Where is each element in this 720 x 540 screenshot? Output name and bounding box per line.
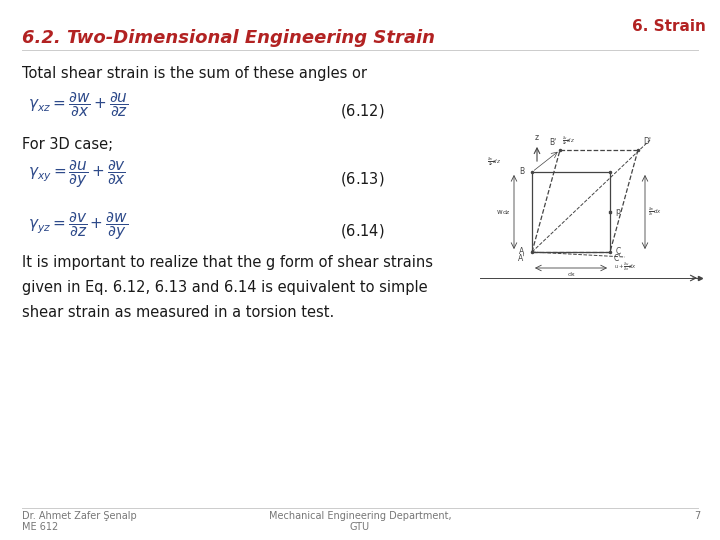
Text: A: A	[519, 247, 525, 256]
Text: w: w	[496, 209, 502, 215]
Text: $(6.13)$: $(6.13)$	[340, 170, 384, 188]
Text: It is important to realize that the g form of shear strains: It is important to realize that the g fo…	[22, 255, 433, 270]
Text: $\gamma_{yz} = \dfrac{\partial v}{\partial z} + \dfrac{\partial w}{\partial y}$: $\gamma_{yz} = \dfrac{\partial v}{\parti…	[28, 210, 128, 242]
Text: C: C	[616, 247, 621, 256]
Text: B': B'	[549, 138, 556, 147]
Text: ME 612: ME 612	[22, 522, 58, 532]
Text: 7: 7	[694, 511, 700, 521]
Text: $\frac{\partial w}{\partial z}dz$: $\frac{\partial w}{\partial z}dz$	[487, 156, 501, 168]
Text: B: B	[519, 167, 525, 177]
Text: shear strain as measured in a torsion test.: shear strain as measured in a torsion te…	[22, 305, 334, 320]
Text: z: z	[535, 133, 539, 142]
Text: dz: dz	[503, 210, 510, 214]
Text: dx: dx	[567, 272, 575, 277]
Text: 6. Strain: 6. Strain	[632, 19, 706, 34]
Text: Mechanical Engineering Department,: Mechanical Engineering Department,	[269, 511, 451, 521]
Text: Dr. Ahmet Zafer Şenalp: Dr. Ahmet Zafer Şenalp	[22, 511, 137, 521]
Text: Total shear strain is the sum of these angles or: Total shear strain is the sum of these a…	[22, 66, 367, 81]
Text: $u+\frac{\partial u}{\partial x}dx$: $u+\frac{\partial u}{\partial x}dx$	[614, 262, 637, 273]
Text: GTU: GTU	[350, 522, 370, 532]
Text: $\gamma_{xy} = \dfrac{\partial u}{\partial y} + \dfrac{\partial v}{\partial x}$: $\gamma_{xy} = \dfrac{\partial u}{\parti…	[28, 158, 126, 190]
Text: $(6.14)$: $(6.14)$	[340, 222, 384, 240]
Text: For 3D case;: For 3D case;	[22, 137, 113, 152]
Text: A': A'	[518, 254, 526, 263]
Text: 6.2. Two-Dimensional Engineering Strain: 6.2. Two-Dimensional Engineering Strain	[22, 29, 435, 47]
Text: D': D'	[643, 137, 651, 146]
Text: $\frac{\partial w}{\partial x}dx$: $\frac{\partial w}{\partial x}dx$	[648, 206, 662, 218]
Text: C': C'	[614, 254, 621, 263]
Text: given in Eq. 6.12, 6.13 and 6.14 is equivalent to simple: given in Eq. 6.12, 6.13 and 6.14 is equi…	[22, 280, 428, 295]
Text: $\frac{\partial u}{\partial z}dz$: $\frac{\partial u}{\partial z}dz$	[562, 136, 575, 147]
Text: $\gamma_{xz} = \dfrac{\partial w}{\partial x} + \dfrac{\partial u}{\partial z}$: $\gamma_{xz} = \dfrac{\partial w}{\parti…	[28, 90, 129, 119]
Text: p: p	[615, 207, 620, 217]
Text: $(6.12)$: $(6.12)$	[340, 102, 384, 120]
